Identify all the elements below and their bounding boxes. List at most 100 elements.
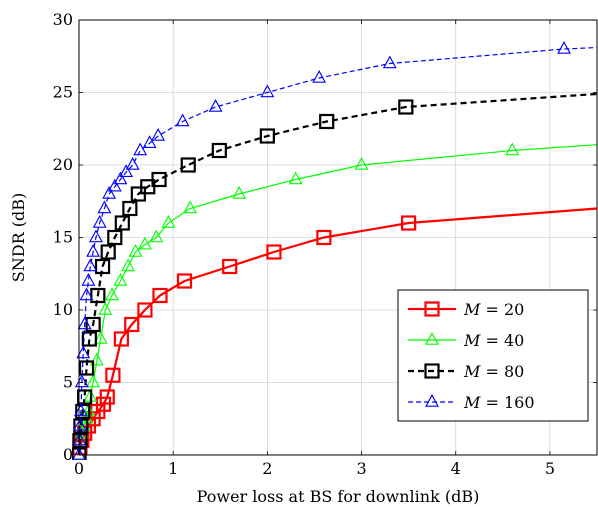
data-point — [175, 113, 190, 127]
x-tick-label: 5 — [545, 459, 555, 478]
data-point — [232, 186, 247, 199]
legend-label: M = 20 — [463, 300, 524, 319]
data-point — [114, 215, 130, 231]
data-point — [105, 367, 121, 383]
data-point — [505, 142, 520, 156]
legend-equals: = — [480, 331, 504, 350]
data-point — [354, 157, 369, 170]
data-point — [81, 273, 96, 286]
legend-label: M = 80 — [463, 362, 524, 381]
legend-item: M = 40 — [408, 331, 524, 350]
data-point — [78, 360, 95, 376]
data-point — [113, 171, 128, 185]
data-point — [98, 302, 113, 315]
series-line — [77, 92, 598, 456]
axis-ticks: 0 1 2 3 4 5 0 5 10 15 20 25 30 — [53, 10, 597, 478]
data-point — [128, 244, 143, 257]
legend-equals: = — [480, 393, 504, 412]
data-point — [73, 418, 87, 431]
data-point — [398, 99, 414, 115]
data-point — [100, 244, 116, 260]
data-point — [319, 113, 335, 130]
data-point — [151, 171, 167, 188]
legend-equals: = — [480, 362, 504, 381]
data-point — [266, 244, 282, 260]
legend-item: M = 80 — [408, 362, 524, 381]
data-point — [92, 215, 107, 228]
legend-swatch-marker — [424, 363, 440, 379]
y-tick-label: 10 — [53, 300, 73, 319]
data-point — [83, 258, 98, 272]
data-point — [77, 316, 92, 330]
legend-swatch-marker — [424, 301, 440, 317]
legend-value: 160 — [504, 393, 535, 412]
data-point — [161, 215, 176, 228]
data-point — [176, 273, 193, 289]
x-tick-label: 4 — [451, 459, 461, 478]
legend-value: 40 — [504, 331, 524, 350]
x-tick-label: 0 — [74, 459, 84, 478]
legend-value: 80 — [504, 362, 524, 381]
data-point — [259, 128, 275, 144]
y-tick-label: 0 — [63, 445, 73, 464]
data-point — [122, 200, 138, 217]
data-point — [382, 55, 397, 69]
data-point — [113, 331, 129, 347]
y-axis-label: SNDR (dB) — [9, 193, 28, 282]
data-point — [97, 200, 112, 214]
data-point — [316, 229, 332, 246]
data-point — [125, 157, 140, 170]
data-point — [79, 287, 94, 301]
data-point — [121, 258, 135, 272]
data-point — [312, 70, 327, 83]
legend-label: M = 40 — [463, 331, 524, 350]
legend-item: M = 20 — [408, 300, 524, 319]
data-point — [99, 389, 115, 405]
data-point — [77, 389, 93, 405]
data-point — [151, 128, 166, 141]
legend-swatch-marker — [425, 332, 439, 345]
series-layer — [72, 41, 598, 460]
data-point — [124, 316, 140, 333]
data-point — [89, 352, 104, 366]
data-point — [85, 316, 101, 333]
legend-item: M = 160 — [408, 393, 535, 412]
data-point — [72, 447, 86, 460]
y-tick-label: 30 — [53, 10, 73, 29]
x-axis-label: Power loss at BS for downlink (dB) — [197, 487, 480, 506]
legend: M = 20M = 40M = 80M = 160 — [397, 289, 589, 422]
data-point — [142, 135, 157, 148]
legend-variable: M — [463, 393, 481, 412]
y-tick-label: 5 — [63, 373, 73, 392]
series-2 — [72, 92, 598, 460]
series-line — [78, 46, 598, 456]
legend-equals: = — [480, 300, 504, 319]
data-point — [107, 229, 123, 246]
data-point — [75, 403, 91, 420]
legend-swatch-marker — [425, 394, 439, 407]
x-tick-label: 3 — [356, 459, 366, 478]
data-point — [90, 287, 106, 304]
data-point — [113, 273, 128, 286]
legend-label: M = 160 — [463, 393, 535, 412]
data-point — [102, 186, 117, 199]
data-point — [81, 331, 97, 347]
data-point — [93, 331, 108, 344]
data-point — [152, 287, 168, 304]
data-point — [288, 171, 303, 185]
data-point — [105, 287, 119, 301]
data-point — [107, 178, 122, 192]
y-tick-label: 15 — [53, 228, 73, 247]
legend-variable: M — [463, 362, 481, 381]
data-point — [89, 229, 103, 243]
data-point — [149, 229, 164, 243]
data-point — [208, 99, 223, 112]
data-point — [401, 215, 417, 231]
data-point — [211, 142, 227, 159]
y-tick-label: 20 — [53, 155, 73, 174]
data-point — [133, 142, 148, 156]
legend-variable: M — [463, 300, 481, 319]
data-point — [138, 236, 152, 250]
data-point — [86, 374, 101, 388]
